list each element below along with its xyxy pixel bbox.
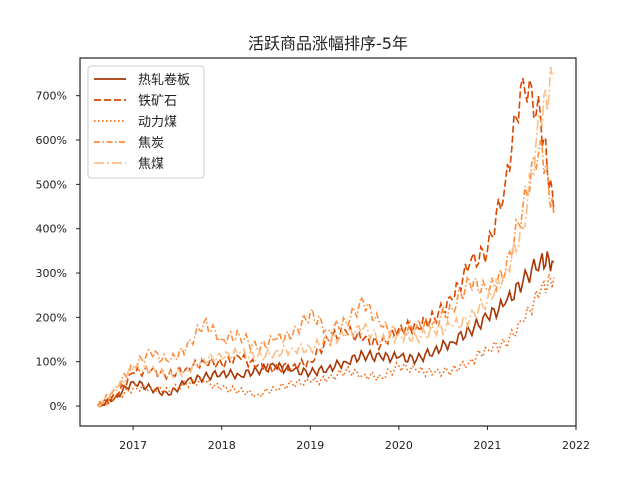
- y-tick-label: 200%: [36, 311, 67, 324]
- axes: 0% 100% 200% 300% 400% 500% 600% 700% 2017 2018 20…: [36, 57, 590, 452]
- x-tick-label: 2019: [296, 439, 324, 452]
- legend-label-3: 动力煤: [138, 115, 177, 130]
- series-line-4: [96, 139, 555, 407]
- y-tick-label: 0%: [50, 400, 67, 413]
- plot-area: [96, 66, 555, 408]
- x-tick-label: 2021: [473, 439, 501, 452]
- x-tick-label: 2020: [385, 439, 413, 452]
- y-tick-label: 300%: [36, 267, 67, 280]
- x-tick-label: 2017: [119, 439, 147, 452]
- series-line-5: [97, 66, 555, 408]
- axes-frame: [79, 57, 577, 427]
- legend-label-5: 焦煤: [138, 157, 164, 172]
- legend-label-4: 焦炭: [138, 136, 164, 151]
- y-tick-label: 100%: [36, 356, 67, 369]
- y-tick-label: 400%: [36, 223, 67, 236]
- y-tick-label: 500%: [36, 178, 67, 191]
- legend-box: [87, 65, 205, 179]
- x-tick-label: 2022: [562, 439, 590, 452]
- x-tick-label: 2018: [208, 439, 236, 452]
- y-tick-label: 600%: [36, 134, 67, 147]
- legend-label-1: 热轧卷板: [138, 72, 190, 88]
- y-tick-label: 700%: [36, 90, 67, 103]
- series-line-1: [97, 251, 555, 407]
- series-line-3: [97, 273, 555, 407]
- chart-title: 活跃商品涨幅排序-5年: [248, 34, 408, 53]
- legend-label-2: 铁矿石: [138, 94, 177, 109]
